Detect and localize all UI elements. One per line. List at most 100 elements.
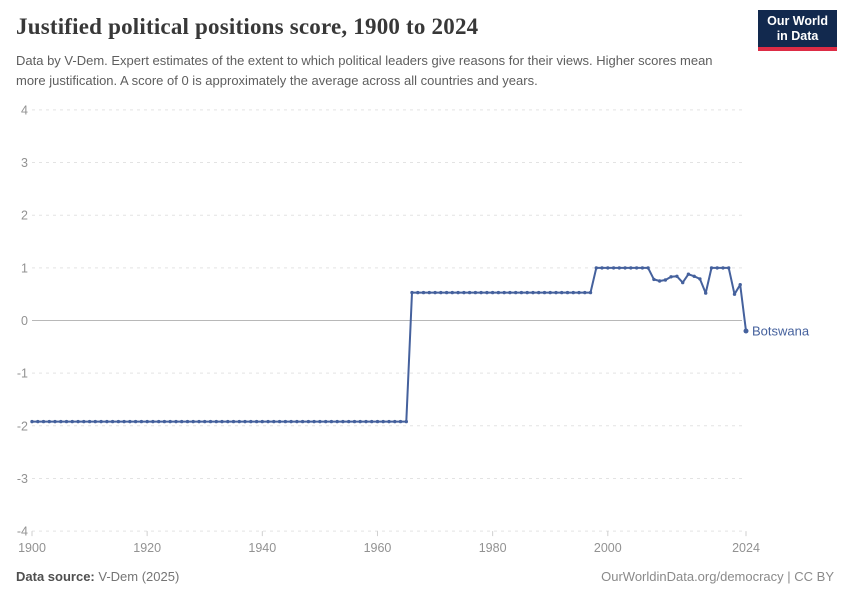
data-point[interactable] (433, 290, 437, 295)
data-point[interactable] (335, 419, 339, 424)
data-point[interactable] (709, 266, 714, 270)
data-point[interactable] (715, 266, 719, 270)
data-point[interactable] (375, 419, 380, 424)
data-point[interactable] (99, 419, 103, 424)
data-point[interactable] (168, 419, 172, 424)
data-point[interactable] (283, 419, 288, 424)
data-point[interactable] (657, 279, 662, 283)
data-point[interactable] (157, 419, 161, 424)
data-point[interactable] (145, 419, 149, 424)
data-point[interactable] (41, 419, 46, 424)
data-point[interactable] (231, 419, 236, 424)
data-point[interactable] (295, 419, 299, 424)
data-point[interactable] (594, 266, 598, 270)
data-point[interactable] (473, 290, 478, 295)
data-point[interactable] (64, 419, 69, 424)
data-point[interactable] (197, 419, 201, 424)
data-point[interactable] (427, 290, 431, 295)
data-point[interactable] (611, 266, 616, 270)
data-point[interactable] (623, 266, 627, 270)
data-point[interactable] (133, 419, 138, 424)
data-point[interactable] (243, 419, 247, 424)
data-point[interactable] (47, 419, 51, 424)
data-point[interactable] (191, 419, 195, 424)
data-point[interactable] (496, 290, 501, 295)
data-point[interactable] (174, 419, 178, 424)
data-point[interactable] (583, 290, 587, 295)
data-point[interactable] (542, 290, 547, 295)
data-point[interactable] (519, 290, 524, 295)
data-point[interactable] (421, 290, 426, 295)
data-point[interactable] (70, 419, 75, 424)
data-point[interactable] (565, 290, 570, 295)
data-point[interactable] (185, 419, 190, 424)
data-point[interactable] (502, 290, 506, 295)
data-point[interactable] (588, 290, 593, 295)
data-point[interactable] (485, 290, 489, 295)
data-point[interactable] (76, 419, 80, 424)
data-point[interactable] (681, 280, 685, 285)
data-point[interactable] (692, 274, 696, 278)
data-point[interactable] (306, 419, 311, 424)
data-point[interactable] (122, 419, 126, 424)
data-point[interactable] (151, 419, 155, 424)
data-point[interactable] (571, 290, 575, 295)
data-point[interactable] (721, 266, 725, 270)
data-point[interactable] (444, 290, 449, 295)
data-point[interactable] (698, 277, 702, 281)
data-point[interactable] (490, 290, 495, 295)
data-point[interactable] (398, 419, 403, 424)
data-point[interactable] (36, 419, 40, 424)
credit-link[interactable]: OurWorldinData.org/democracy | CC BY (601, 569, 834, 584)
data-point[interactable] (82, 419, 86, 424)
data-point[interactable] (439, 290, 443, 295)
data-point[interactable] (640, 266, 645, 270)
data-point[interactable] (606, 266, 610, 270)
data-point[interactable] (652, 277, 656, 282)
data-point[interactable] (105, 419, 109, 424)
data-point[interactable] (300, 419, 305, 424)
data-point[interactable] (404, 419, 408, 424)
data-point[interactable] (312, 419, 316, 424)
data-point[interactable] (324, 419, 328, 424)
data-point[interactable] (738, 283, 742, 287)
data-point[interactable] (548, 290, 552, 295)
data-point[interactable] (289, 419, 293, 424)
data-point[interactable] (462, 290, 466, 295)
data-point[interactable] (531, 290, 535, 295)
data-point[interactable] (220, 419, 224, 424)
data-point[interactable] (467, 290, 472, 295)
data-point[interactable] (30, 419, 34, 424)
data-point[interactable] (727, 266, 731, 270)
series-end-label[interactable]: Botswana (752, 324, 810, 339)
data-point[interactable] (577, 290, 581, 295)
data-point[interactable] (410, 290, 414, 295)
data-point[interactable] (341, 419, 345, 424)
data-point[interactable] (704, 291, 708, 295)
data-source-note[interactable]: Data source: V-Dem (2025) (16, 569, 179, 584)
data-point[interactable] (686, 272, 691, 276)
data-point[interactable] (358, 419, 362, 424)
data-point[interactable] (514, 290, 518, 295)
data-point[interactable] (675, 274, 679, 278)
data-point[interactable] (208, 419, 213, 424)
data-point[interactable] (508, 290, 512, 295)
data-point[interactable] (254, 419, 259, 424)
data-point[interactable] (110, 419, 115, 424)
data-point[interactable] (560, 290, 564, 295)
data-point[interactable] (203, 419, 207, 424)
data-point[interactable] (537, 290, 541, 295)
data-point[interactable] (53, 419, 57, 424)
data-point[interactable] (364, 419, 368, 424)
data-point[interactable] (318, 419, 322, 424)
data-point[interactable] (260, 419, 264, 424)
data-point[interactable] (554, 290, 558, 295)
data-point[interactable] (669, 275, 673, 279)
data-point[interactable] (128, 419, 132, 424)
data-point[interactable] (525, 290, 529, 295)
data-point[interactable] (214, 419, 218, 424)
data-point[interactable] (352, 419, 357, 424)
data-point[interactable] (87, 419, 92, 424)
data-point[interactable] (329, 419, 334, 424)
data-point[interactable] (272, 419, 276, 424)
